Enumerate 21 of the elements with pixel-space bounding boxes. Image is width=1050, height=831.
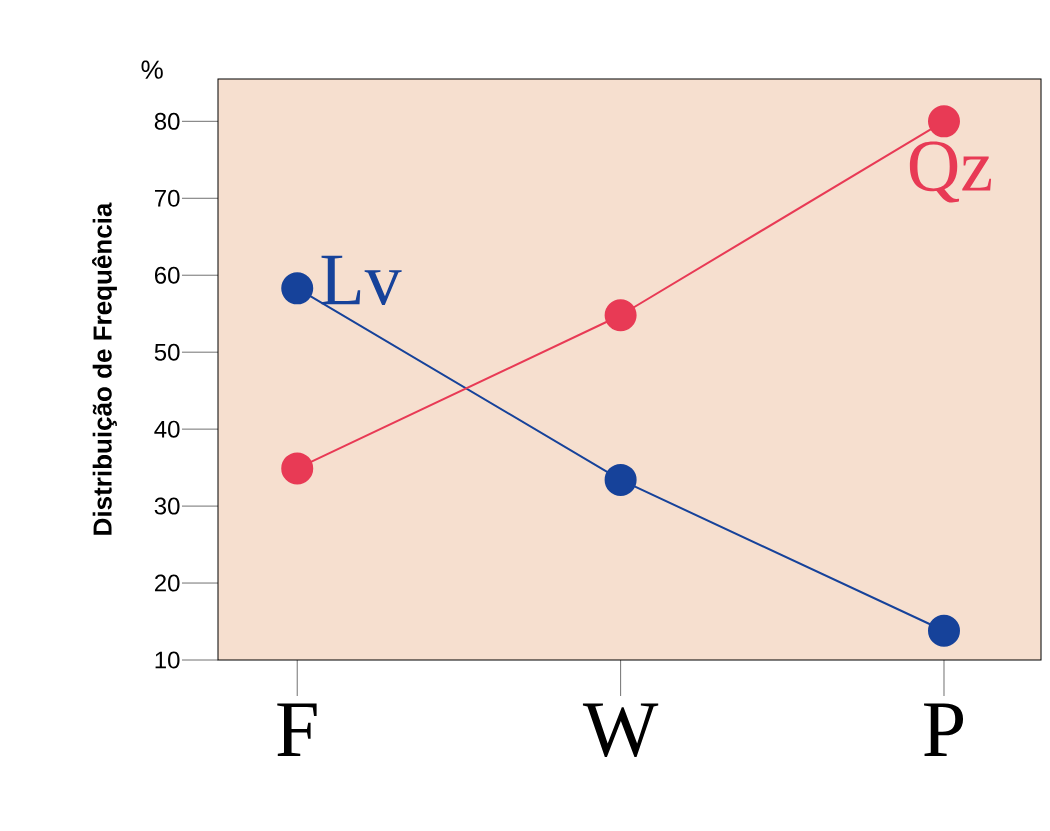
y-tick-label: 20 bbox=[154, 574, 180, 592]
y-tick-label: 70 bbox=[154, 189, 180, 207]
y-tick-label: 30 bbox=[154, 497, 180, 515]
y-tick-label: 10 bbox=[155, 651, 180, 669]
x-tick-label: F bbox=[277, 703, 317, 756]
point bbox=[281, 272, 314, 305]
x-tick-label: W bbox=[582, 703, 659, 758]
y-axis-title: Distribuição de Frequência bbox=[92, 202, 117, 535]
y-tick-label: 60 bbox=[154, 266, 180, 284]
y-tick-label: 80 bbox=[154, 112, 180, 130]
y-tick-label: 50 bbox=[154, 343, 180, 361]
series-label: Qz bbox=[909, 141, 992, 203]
point bbox=[927, 614, 960, 647]
y-tick-label: 40 bbox=[154, 420, 180, 438]
x-tick-label: P bbox=[924, 703, 964, 756]
text: % bbox=[141, 60, 163, 79]
legend-label: Lv bbox=[321, 255, 402, 305]
point bbox=[927, 105, 960, 138]
point bbox=[604, 299, 637, 332]
point bbox=[281, 452, 314, 485]
point bbox=[604, 463, 637, 496]
